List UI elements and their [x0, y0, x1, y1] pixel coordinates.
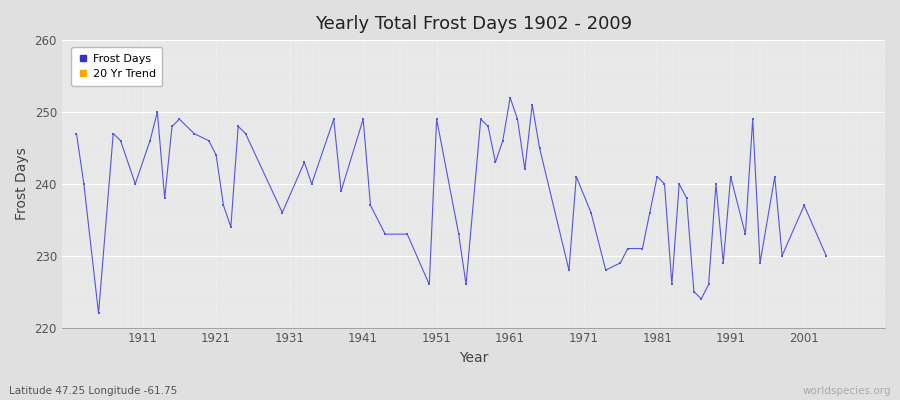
Title: Yearly Total Frost Days 1902 - 2009: Yearly Total Frost Days 1902 - 2009	[315, 15, 632, 33]
Legend: Frost Days, 20 Yr Trend: Frost Days, 20 Yr Trend	[71, 47, 162, 86]
Y-axis label: Frost Days: Frost Days	[15, 148, 29, 220]
Text: worldspecies.org: worldspecies.org	[803, 386, 891, 396]
X-axis label: Year: Year	[459, 351, 488, 365]
Text: Latitude 47.25 Longitude -61.75: Latitude 47.25 Longitude -61.75	[9, 386, 177, 396]
